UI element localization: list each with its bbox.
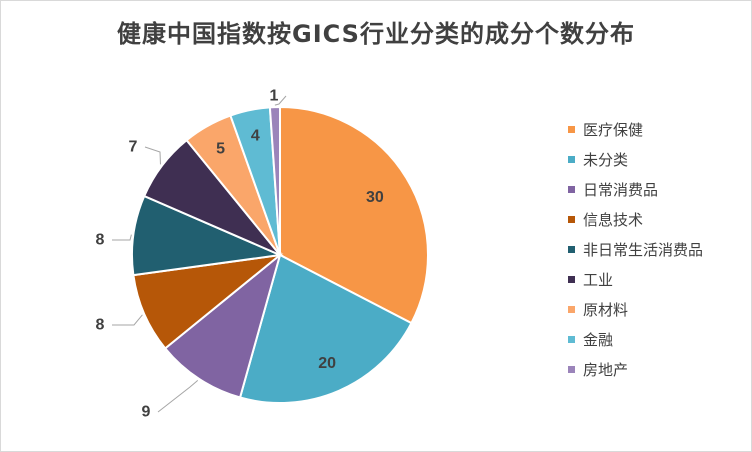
pie-slice (238, 253, 413, 404)
leader-line (112, 314, 143, 326)
legend-item: 原材料 (568, 295, 703, 325)
data-label: 8 (96, 232, 105, 249)
legend-item: 信息技术 (568, 205, 703, 235)
pie-slice (163, 252, 282, 399)
legend-item: 金融 (568, 325, 703, 355)
data-label: 5 (216, 141, 225, 158)
legend-item: 房地产 (568, 355, 703, 385)
legend-item: 医疗保健 (568, 115, 703, 145)
legend-swatch (568, 246, 575, 253)
legend-swatch (568, 366, 575, 373)
data-label: 8 (96, 317, 105, 334)
pie-slice (279, 105, 429, 325)
data-label: 20 (318, 355, 336, 372)
data-label: 7 (129, 139, 138, 156)
data-label: 9 (142, 404, 151, 421)
leader-line (144, 146, 161, 165)
legend-swatch (568, 186, 575, 193)
legend-label: 信息技术 (583, 211, 644, 229)
legend-swatch (568, 216, 575, 223)
legend-label: 非日常生活消费品 (583, 241, 704, 259)
legend-label: 金融 (583, 331, 614, 349)
legend-label: 医疗保健 (583, 121, 644, 139)
chart-legend: 医疗保健未分类日常消费品信息技术非日常生活消费品 工业原材料金融房地产 (568, 115, 703, 385)
leader-line (274, 95, 287, 106)
legend-label: 原材料 (583, 301, 629, 319)
data-label: 30 (366, 189, 384, 206)
legend-swatch (568, 126, 575, 133)
pie-slice (268, 105, 281, 256)
legend-item: 非日常生活消费品 (568, 235, 703, 265)
data-label: 1 (270, 88, 279, 105)
legend-swatch (568, 156, 575, 163)
legend-item: 未分类 (568, 145, 703, 175)
legend-label: 未分类 (583, 151, 629, 169)
chart-title: 健康中国指数按GICS行业分类的成分个数分布 (117, 20, 635, 48)
legend-swatch (568, 276, 575, 283)
leader-line (157, 380, 199, 413)
legend-swatch (568, 336, 575, 343)
data-label: 4 (251, 128, 260, 145)
legend-label: 工业 (583, 271, 614, 289)
legend-swatch (568, 306, 575, 313)
leader-line (112, 234, 132, 241)
legend-label: 日常消费品 (583, 181, 659, 199)
legend-item: 日常消费品 (568, 175, 703, 205)
legend-label: 房地产 (583, 361, 629, 379)
legend-item: 工业 (568, 265, 703, 295)
